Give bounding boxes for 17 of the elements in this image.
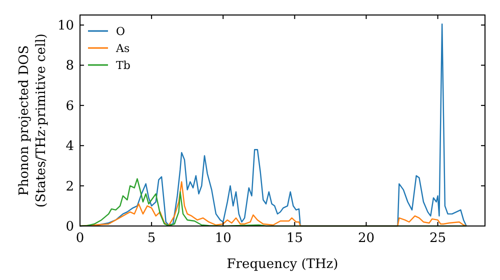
y-tick-label: 8 [66, 58, 74, 74]
x-tick-label: 20 [358, 231, 374, 246]
legend-label: O [116, 25, 126, 38]
legend-label: As [115, 42, 130, 55]
legend-label: Tb [116, 59, 130, 72]
y-tick-label: 10 [57, 18, 74, 34]
x-axis-title: Frequency (THz) [226, 257, 338, 272]
y-axis-title: Phonon projected DOS (States/THz·primitive cell) [17, 33, 49, 208]
y-tick-label: 4 [66, 139, 74, 154]
x-tick-label: 15 [286, 231, 303, 246]
x-tick-label: 5 [147, 231, 156, 246]
x-tick-label: 0 [76, 231, 84, 246]
y-tick-label: 2 [66, 179, 74, 194]
y-tick-label: 6 [66, 98, 74, 114]
x-tick-label: 10 [214, 231, 232, 246]
x-tick-label: 25 [430, 231, 446, 246]
y-tick-label: 0 [66, 220, 74, 234]
